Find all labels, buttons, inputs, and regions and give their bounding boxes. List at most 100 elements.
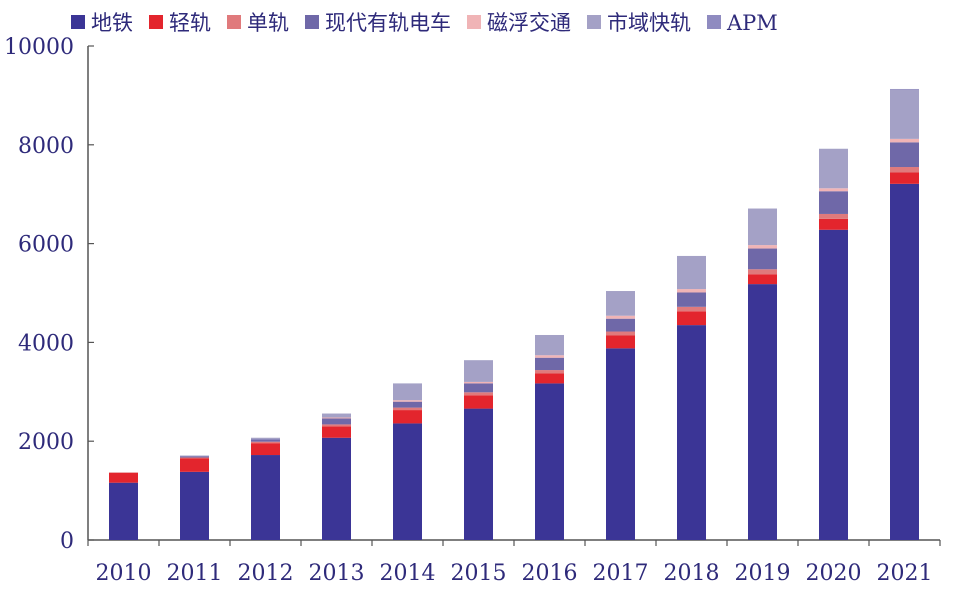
bar-stack [464,360,493,540]
bar-segment [890,183,919,541]
bar-segment [748,284,777,540]
bar-segment [180,471,209,540]
bar-stack [606,291,635,540]
bar-stack [535,334,564,540]
bar-segment [322,437,351,540]
bar-segment [535,334,564,356]
bar-segment [890,167,919,173]
bar-segment [251,439,280,442]
bar-segment [464,408,493,540]
x-tick-label: 2016 [522,561,578,586]
bar-segment [393,407,422,411]
bar-stack [677,255,706,540]
legend-swatch [227,15,241,29]
y-tick-label: 4000 [18,331,74,356]
bar-stack [180,455,209,540]
bar-stack [322,413,351,540]
bar-segment [535,370,564,374]
bar-segment [393,423,422,540]
y-tick-label: 10000 [4,35,74,60]
legend-label: 地铁 [91,11,133,35]
bar-segment [819,188,848,192]
bar-segment [890,142,919,168]
legend-item: 市域快轨 [587,11,691,35]
bar-segment [180,457,209,459]
bar-segment [606,318,635,332]
y-axis: 0 2000 4000 6000 8000 10000 [4,35,94,554]
bar-segment [890,89,919,139]
legend-label: 现代有轨电车 [325,11,451,35]
bar-segment [251,441,280,444]
bar-segment [677,311,706,326]
bar-segment [677,325,706,540]
x-tick-label: 2020 [806,561,862,586]
bar-segment [109,482,138,540]
x-tick-label: 2017 [593,561,649,586]
bar-segment [606,315,635,319]
bars [109,88,919,541]
bar-segment [393,400,422,402]
bar-segment [109,472,138,483]
x-tick-label: 2011 [167,561,223,586]
x-tick-label: 2012 [238,561,294,586]
bar-segment [180,455,209,457]
legend-item: 磁浮交通 [467,11,571,35]
bar-stack [819,148,848,540]
y-tick-label: 6000 [18,233,74,258]
bar-segment [748,208,777,246]
bar-segment [251,443,280,456]
bar-segment [535,383,564,540]
bar-segment [748,274,777,285]
legend-swatch [707,15,721,29]
x-tick-label: 2015 [451,561,507,586]
bar-segment [819,213,848,219]
bar-segment [393,401,422,408]
x-tick-label: 2014 [380,561,436,586]
bar-segment [677,292,706,307]
bar-segment [677,289,706,293]
bar-segment [677,306,706,312]
legend-label: 磁浮交通 [487,11,571,35]
bar-segment [322,426,351,438]
x-tick-label: 2018 [664,561,720,586]
bar-segment [393,383,422,401]
legend-swatch [587,15,601,29]
bar-stack [393,383,422,540]
legend-item: 单轨 [227,11,289,35]
legend-item: 地铁 [71,11,133,35]
bar-segment [677,255,706,290]
bar-segment [464,383,493,393]
bar-segment [606,348,635,540]
bar-segment [535,373,564,384]
bar-segment [464,381,493,384]
bar-segment [890,172,919,184]
bar-segment [748,245,777,249]
legend: 地铁 轻轨 单轨 现代有轨电车 磁浮交通 市域快轨 APM [71,11,778,35]
bar-stack [251,437,280,540]
legend-swatch [149,15,163,29]
bar-segment [606,291,635,316]
bar-segment [606,335,635,349]
y-tick-label: 2000 [18,430,74,455]
bar-segment [322,417,351,419]
legend-item: 现代有轨电车 [305,11,451,35]
legend-label: APM [726,11,778,35]
bar-segment [464,392,493,396]
x-axis: 2010 2011 2012 2013 2014 2015 2016 2017 2018 2019… [87,539,941,586]
legend-swatch [71,15,85,29]
bar-segment [251,455,280,540]
bar-segment [819,148,848,189]
bar-segment [748,269,777,275]
y-tick-label: 0 [60,529,74,554]
x-tick-label: 2019 [735,561,791,586]
bar-segment [819,191,848,214]
bar-segment [535,355,564,358]
legend-swatch [467,15,481,29]
bar-segment [748,248,777,270]
bar-segment [535,357,564,371]
legend-label: 轻轨 [169,11,211,35]
bar-segment [393,410,422,424]
legend-label: 单轨 [247,11,289,35]
x-tick-label: 2013 [309,561,365,586]
